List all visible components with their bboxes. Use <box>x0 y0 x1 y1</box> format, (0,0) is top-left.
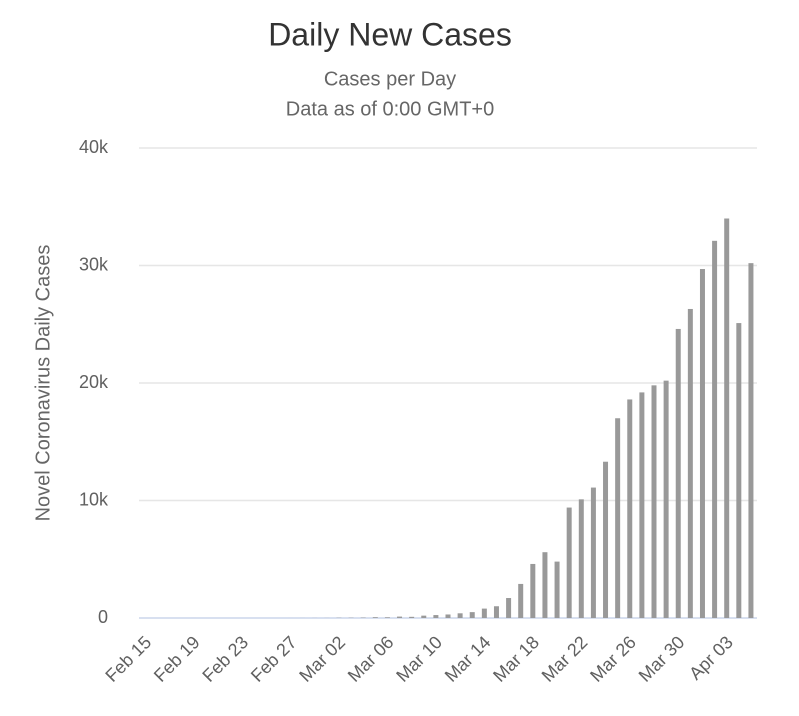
bar <box>639 392 645 618</box>
y-tick-label: 0 <box>98 607 108 627</box>
x-tick-label: Feb 27 <box>247 632 301 686</box>
bar <box>663 380 669 618</box>
y-axis-label: Novel Coronavirus Daily Cases <box>32 245 54 522</box>
bar <box>578 499 584 618</box>
bar <box>615 418 621 618</box>
bar <box>724 218 730 618</box>
x-tick-label: Mar 10 <box>392 632 446 686</box>
chart-subtitle: Data as of 0:00 GMT+0 <box>286 98 494 120</box>
bar <box>566 507 572 618</box>
x-tick-label: Mar 22 <box>538 632 592 686</box>
bar <box>712 240 718 618</box>
bar <box>506 598 512 618</box>
x-tick-label: Mar 06 <box>344 632 398 686</box>
x-tick-label: Feb 19 <box>150 632 204 686</box>
bar <box>675 328 681 618</box>
y-tick-label: 20k <box>79 372 109 392</box>
bar <box>554 561 560 618</box>
bar <box>542 552 548 618</box>
y-tick-label: 10k <box>79 489 109 509</box>
bar <box>590 487 596 618</box>
y-tick-label: 40k <box>79 137 109 157</box>
bar <box>627 399 633 618</box>
bar <box>372 617 378 618</box>
chart-title: Daily New Cases <box>268 16 512 52</box>
bar <box>481 608 487 618</box>
bar <box>409 616 415 618</box>
bar <box>651 385 657 618</box>
bar <box>748 263 754 618</box>
chart-subtitle: Cases per Day <box>324 68 456 90</box>
x-tick-label: Mar 26 <box>586 632 640 686</box>
bar <box>384 617 390 618</box>
y-tick-label: 30k <box>79 254 109 274</box>
bar <box>518 583 524 618</box>
bar <box>457 613 463 618</box>
bar <box>699 269 705 618</box>
x-tick-label: Feb 23 <box>198 632 252 686</box>
bar <box>397 616 403 618</box>
bar <box>530 563 536 618</box>
bar <box>736 323 742 618</box>
bar <box>421 615 427 618</box>
bar <box>445 614 451 618</box>
bar <box>603 461 609 618</box>
bar <box>493 606 499 618</box>
bar <box>469 612 475 618</box>
x-tick-label: Feb 15 <box>101 632 155 686</box>
x-tick-label: Mar 18 <box>489 632 543 686</box>
x-tick-label: Apr 03 <box>685 632 737 684</box>
x-tick-label: Mar 30 <box>635 632 689 686</box>
x-tick-label: Mar 02 <box>295 632 349 686</box>
bar <box>433 615 439 618</box>
bar <box>687 308 693 618</box>
x-tick-label: Mar 14 <box>441 632 495 686</box>
